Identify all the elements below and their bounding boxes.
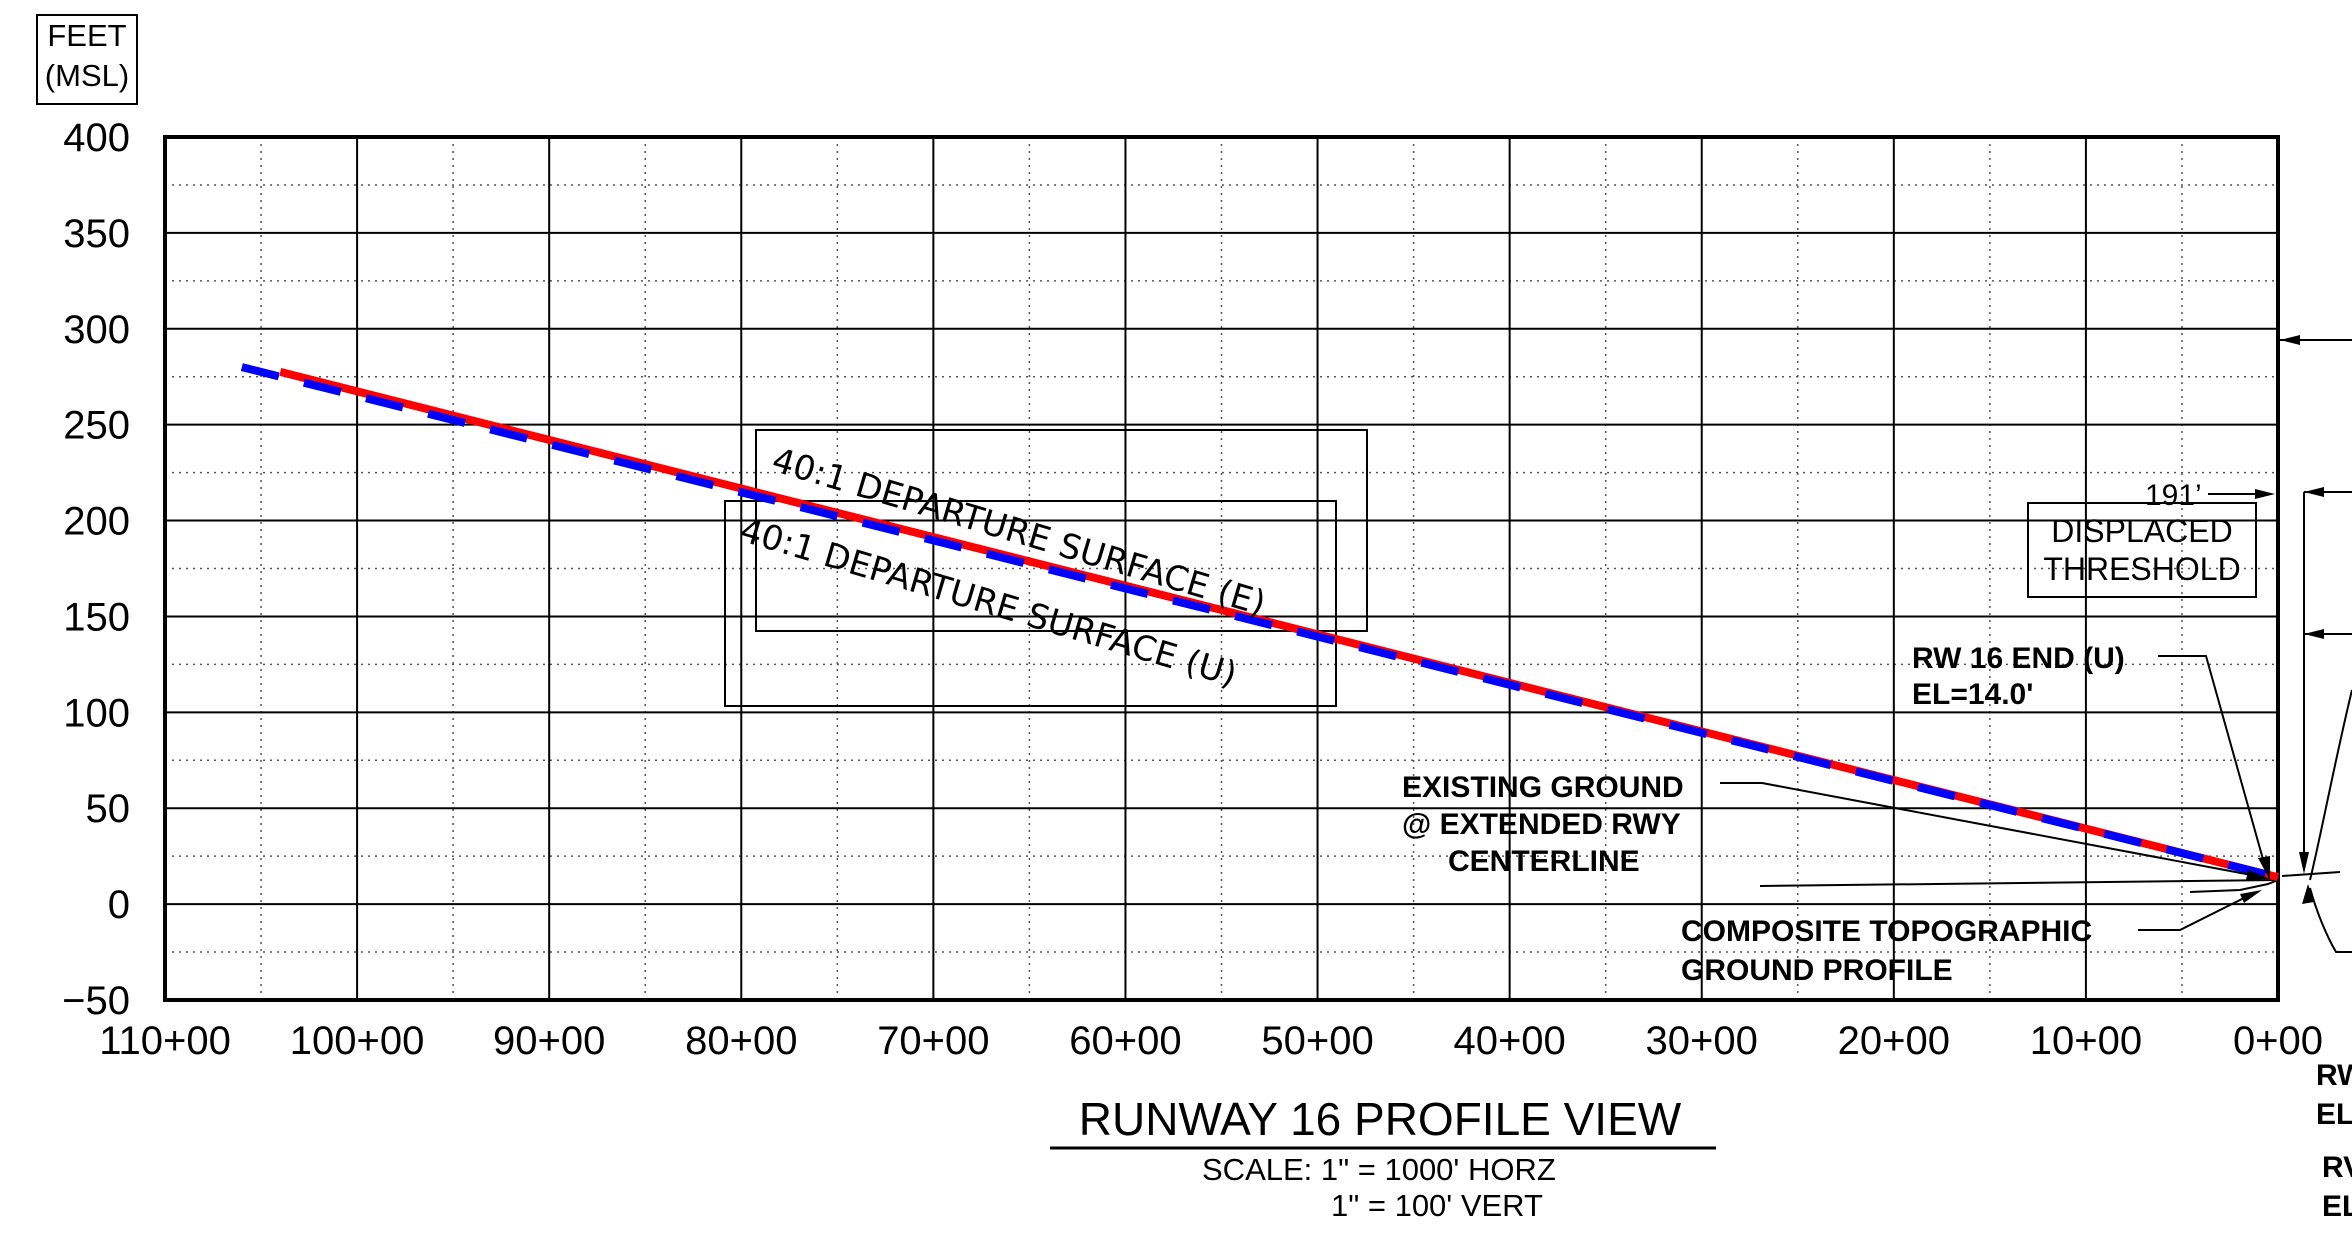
arrowhead-icon [2246, 870, 2270, 880]
dim-191-label: 191’ [2145, 479, 2202, 512]
displaced-threshold-label-2: THRESHOLD [2043, 551, 2240, 587]
x-tick-label: 0+00 [2233, 1019, 2323, 1063]
y-tick-label: 50 [86, 787, 131, 831]
profile-title: RUNWAY 16 PROFILE VIEW [1079, 1093, 1682, 1145]
x-tick-label: 100+00 [290, 1019, 425, 1063]
y-tick-label: 0 [108, 883, 130, 927]
x-tick-label: 30+00 [1646, 1019, 1758, 1063]
cut-label-3: RV [2322, 1151, 2352, 1184]
scale-vertical: 1" = 100' VERT [1331, 1188, 1543, 1223]
arrowhead-icon [2280, 335, 2300, 345]
leader-curve-lower [2309, 887, 2352, 953]
x-tick-label: 10+00 [2030, 1019, 2142, 1063]
arrowhead-icon [2302, 884, 2314, 904]
rw16-end-leader [2158, 655, 2267, 871]
existing-ground-label-3: CENTERLINE [1448, 845, 1640, 878]
x-tick-label: 40+00 [1453, 1019, 1565, 1063]
units-label-feet: FEET [47, 18, 126, 53]
cut-label-2: EL [2316, 1098, 2352, 1131]
y-tick-label: 100 [63, 691, 130, 735]
displaced-threshold-box [2027, 502, 2257, 598]
existing-ground-label-1: EXISTING GROUND [1402, 771, 1684, 804]
y-tick-label: 200 [63, 500, 130, 544]
x-tick-label: 110+00 [99, 1019, 231, 1063]
y-tick-label: 250 [63, 404, 130, 448]
leader-cut-right [2281, 871, 2341, 877]
x-tick-label: 50+00 [1261, 1019, 1373, 1063]
existing-ground-label-2: @ EXTENDED RWY [1402, 808, 1681, 841]
surface-u-label-box [724, 500, 1337, 707]
cut-label-1: RW [2316, 1059, 2352, 1092]
composite-profile-leader [2138, 893, 2253, 931]
minor-grid [165, 137, 2278, 1000]
cut-label-4: EL [2322, 1190, 2352, 1223]
y-tick-label: 300 [63, 308, 130, 352]
units-label-msl: (MSL) [45, 58, 129, 93]
arrowhead-icon [2255, 489, 2275, 499]
units-box [36, 14, 138, 105]
y-tick-label: 150 [63, 595, 130, 639]
y-axis-tick-labels: 400 350 300 250 200 150 100 50 0 −50 [62, 116, 130, 1023]
y-tick-label: 350 [63, 212, 130, 256]
departure-surface-line-blue-dashed [240, 363, 2279, 882]
composite-ground-profile [2189, 879, 2279, 893]
x-tick-label: 80+00 [685, 1019, 797, 1063]
rw16-end-label-1: RW 16 END (U) [1912, 642, 2125, 675]
composite-profile-label-2: GROUND PROFILE [1681, 954, 1953, 987]
arrowhead-icon [2299, 852, 2309, 874]
leader-curve-upper [2309, 689, 2352, 881]
x-tick-label: 60+00 [1069, 1019, 1181, 1063]
plot-frame [163, 135, 2280, 1002]
series-layer [240, 363, 2279, 882]
y-tick-label: 400 [63, 116, 130, 160]
arrowhead-icon [2258, 856, 2270, 880]
x-tick-label: 70+00 [877, 1019, 989, 1063]
x-axis-tick-labels: 110+00 100+00 90+00 80+00 70+00 60+00 50… [99, 1019, 2323, 1063]
existing-ground-line [1759, 879, 2279, 887]
arrowhead-icon [2240, 890, 2262, 903]
surface-e-label-box [755, 429, 1368, 632]
major-grid [165, 137, 2278, 1000]
arrowhead-icon [2304, 487, 2324, 497]
existing-ground-leader [1720, 782, 2263, 878]
scale-horizontal: SCALE: 1" = 1000' HORZ [1202, 1152, 1556, 1187]
arrowhead-icon [2304, 629, 2324, 639]
x-tick-label: 90+00 [493, 1019, 605, 1063]
displaced-threshold-label-1: DISPLACED [2051, 513, 2232, 549]
rw16-end-label-2: EL=14.0' [1912, 678, 2033, 711]
y-tick-label: −50 [62, 979, 130, 1023]
composite-profile-label-1: COMPOSITE TOPOGRAPHIC [1681, 915, 2092, 948]
x-tick-label: 20+00 [1838, 1019, 1950, 1063]
